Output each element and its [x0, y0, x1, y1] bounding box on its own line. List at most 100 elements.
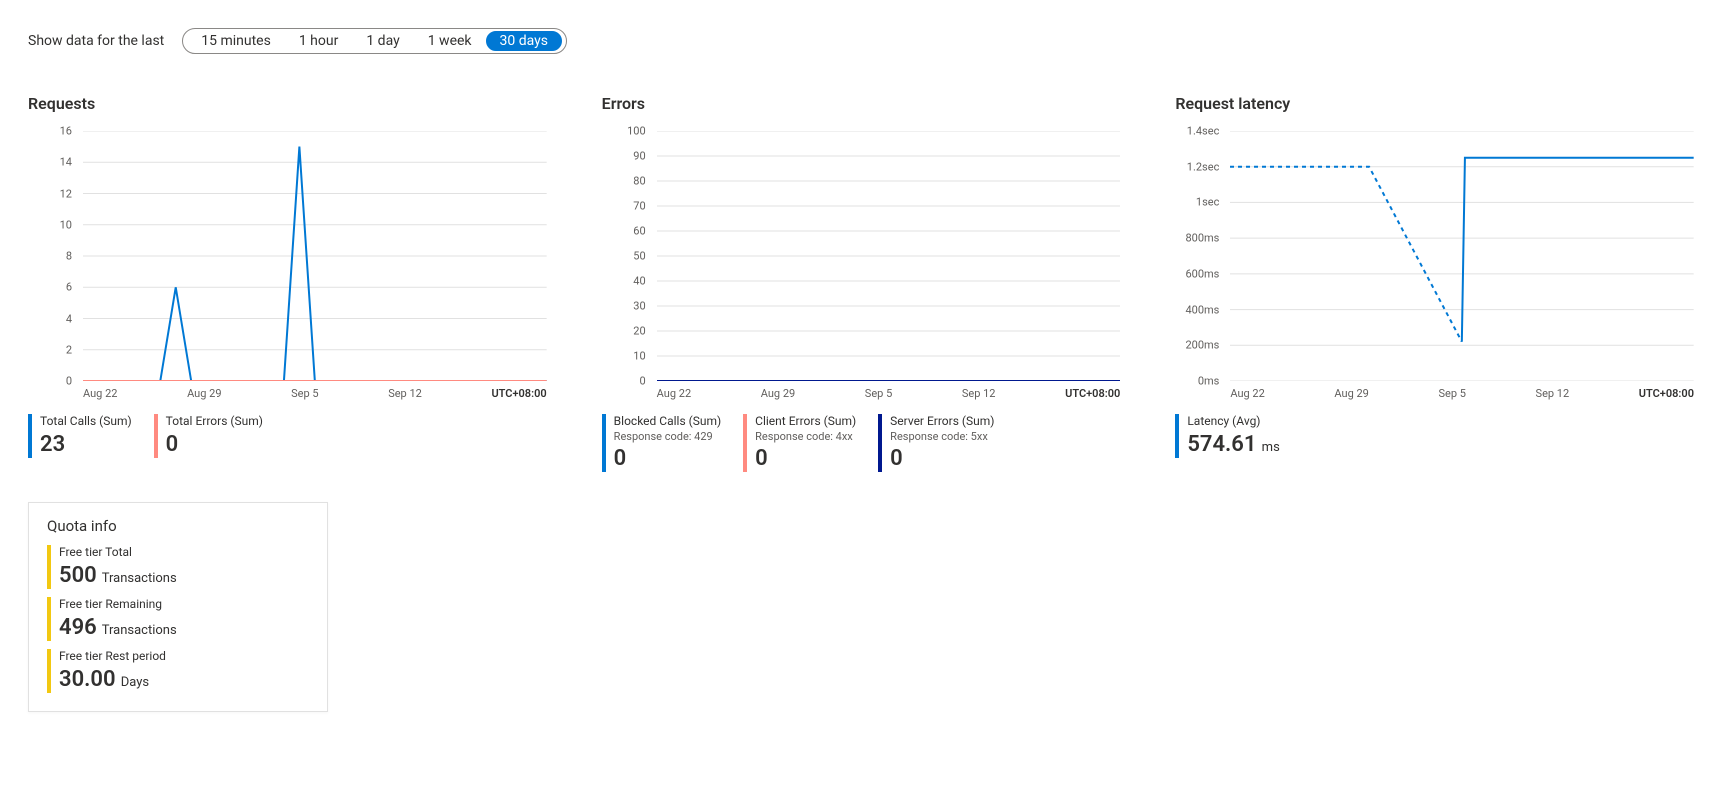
y-tick-label: 1.2sec [1187, 160, 1220, 173]
x-tick-label: Sep 12 [1536, 387, 1570, 400]
y-tick-label: 600ms [1185, 267, 1219, 280]
y-tick-label: 800ms [1185, 232, 1219, 245]
latency-title: Request latency [1175, 94, 1699, 113]
metric: Latency (Avg)574.61 ms [1175, 414, 1279, 458]
latency-metrics: Latency (Avg)574.61 ms [1175, 414, 1699, 458]
metric-color-bar [602, 414, 606, 472]
errors-title: Errors [602, 94, 1126, 113]
x-tick-label: Sep 12 [962, 387, 996, 400]
requests-metrics: Total Calls (Sum) 23 Total Errors (Sum)0 [28, 414, 552, 458]
x-tick-label: Aug 22 [1230, 387, 1264, 400]
y-tick-label: 16 [60, 125, 72, 138]
quota-color-bar [47, 545, 51, 589]
quota-items: Free tier Total500 TransactionsFree tier… [47, 545, 309, 693]
y-tick-label: 14 [60, 156, 72, 169]
metric-color-bar [154, 414, 158, 458]
charts-row: Requests 0246810121416 Aug 22Aug 29Sep 5… [28, 94, 1699, 472]
metric: Total Errors (Sum)0 [154, 414, 263, 458]
errors-metrics: Blocked Calls (Sum)Response code: 4290Cl… [602, 414, 1126, 472]
metric-color-bar [878, 414, 882, 472]
metric-value: 23 [40, 432, 132, 458]
metric-sublabel: Response code: 4xx [755, 430, 856, 444]
metric: Client Errors (Sum)Response code: 4xx 0 [743, 414, 856, 472]
quota-item-value: 30.00 Days [59, 667, 166, 693]
metric-label: Total Errors (Sum) [166, 414, 263, 430]
time-filter-label: Show data for the last [28, 33, 164, 49]
y-tick-label: 4 [66, 312, 72, 325]
time-range-option[interactable]: 1 week [414, 31, 486, 51]
errors-chart: 0102030405060708090100 [602, 131, 1126, 381]
metric-label: Server Errors (Sum) [890, 414, 994, 430]
y-tick-label: 1sec [1196, 196, 1219, 209]
y-tick-label: 90 [633, 150, 645, 163]
x-tick-label: Aug 22 [657, 387, 691, 400]
timezone-label: UTC+08:00 [1065, 387, 1120, 400]
y-tick-label: 10 [60, 218, 72, 231]
x-tick-label: Aug 29 [1334, 387, 1368, 400]
y-tick-label: 200ms [1185, 339, 1219, 352]
metric-value: 0 [614, 446, 721, 472]
metric: Blocked Calls (Sum)Response code: 429 0 [602, 414, 721, 472]
timezone-label: UTC+08:00 [491, 387, 546, 400]
quota-item-value: 496 Transactions [59, 615, 177, 641]
errors-xaxis: Aug 22Aug 29Sep 5Sep 12UTC+08:00 [657, 381, 1121, 400]
time-range-option[interactable]: 1 hour [285, 31, 353, 51]
metric-label: Latency (Avg) [1187, 414, 1279, 430]
x-tick-label: Sep 5 [865, 387, 892, 400]
metric-value: 0 [890, 446, 994, 472]
quota-item-unit: Transactions [99, 571, 177, 586]
y-tick-label: 100 [627, 125, 646, 138]
quota-item: Free tier Rest period 30.00 Days [47, 649, 309, 693]
time-range-option[interactable]: 30 days [486, 31, 562, 51]
time-range-option[interactable]: 1 day [352, 31, 413, 51]
metric-color-bar [743, 414, 747, 472]
y-tick-label: 40 [633, 275, 645, 288]
time-range-option[interactable]: 15 minutes [187, 31, 285, 51]
quota-item: Free tier Remaining 496 Transactions [47, 597, 309, 641]
y-tick-label: 30 [633, 300, 645, 313]
quota-item-label: Free tier Remaining [59, 597, 177, 613]
errors-panel: Errors 0102030405060708090100 Aug 22Aug … [602, 94, 1126, 472]
y-tick-label: 400ms [1185, 303, 1219, 316]
y-tick-label: 80 [633, 175, 645, 188]
time-filter-row: Show data for the last 15 minutes1 hour1… [28, 28, 1699, 54]
y-tick-label: 12 [60, 187, 72, 200]
metric-label: Total Calls (Sum) [40, 414, 132, 430]
metric-sublabel: Response code: 5xx [890, 430, 994, 444]
y-tick-label: 10 [633, 350, 645, 363]
y-tick-label: 70 [633, 200, 645, 213]
time-range-pill-group: 15 minutes1 hour1 day1 week30 days [182, 28, 567, 54]
x-tick-label: Aug 22 [83, 387, 117, 400]
x-tick-label: Aug 29 [187, 387, 221, 400]
latency-xaxis: Aug 22Aug 29Sep 5Sep 12UTC+08:00 [1230, 381, 1694, 400]
metric-sublabel: Response code: 429 [614, 430, 721, 444]
y-tick-label: 20 [633, 325, 645, 338]
latency-chart: 0ms200ms400ms600ms800ms1sec1.2sec1.4sec [1175, 131, 1699, 381]
x-tick-label: Sep 12 [388, 387, 422, 400]
quota-item-value: 500 Transactions [59, 563, 177, 589]
metric: Total Calls (Sum) 23 [28, 414, 132, 458]
y-tick-label: 2 [66, 343, 72, 356]
requests-xaxis: Aug 22Aug 29Sep 5Sep 12UTC+08:00 [83, 381, 547, 400]
metric-color-bar [1175, 414, 1179, 458]
y-tick-label: 60 [633, 225, 645, 238]
metric-label: Client Errors (Sum) [755, 414, 856, 430]
metric-unit: ms [1258, 440, 1279, 455]
y-tick-label: 6 [66, 281, 72, 294]
requests-panel: Requests 0246810121416 Aug 22Aug 29Sep 5… [28, 94, 552, 472]
quota-color-bar [47, 649, 51, 693]
quota-item-unit: Days [118, 675, 150, 690]
quota-item: Free tier Total 500 Transactions [47, 545, 309, 589]
y-tick-label: 0 [66, 375, 72, 388]
y-tick-label: 8 [66, 250, 72, 263]
y-tick-label: 1.4sec [1187, 125, 1220, 138]
requests-chart: 0246810121416 [28, 131, 552, 381]
quota-card: Quota info Free tier Total500 Transactio… [28, 502, 328, 712]
quota-item-label: Free tier Rest period [59, 649, 166, 665]
y-tick-label: 50 [633, 250, 645, 263]
x-tick-label: Sep 5 [1438, 387, 1465, 400]
quota-item-label: Free tier Total [59, 545, 177, 561]
metric-value: 0 [755, 446, 856, 472]
quota-item-unit: Transactions [99, 623, 177, 638]
metric-label: Blocked Calls (Sum) [614, 414, 721, 430]
